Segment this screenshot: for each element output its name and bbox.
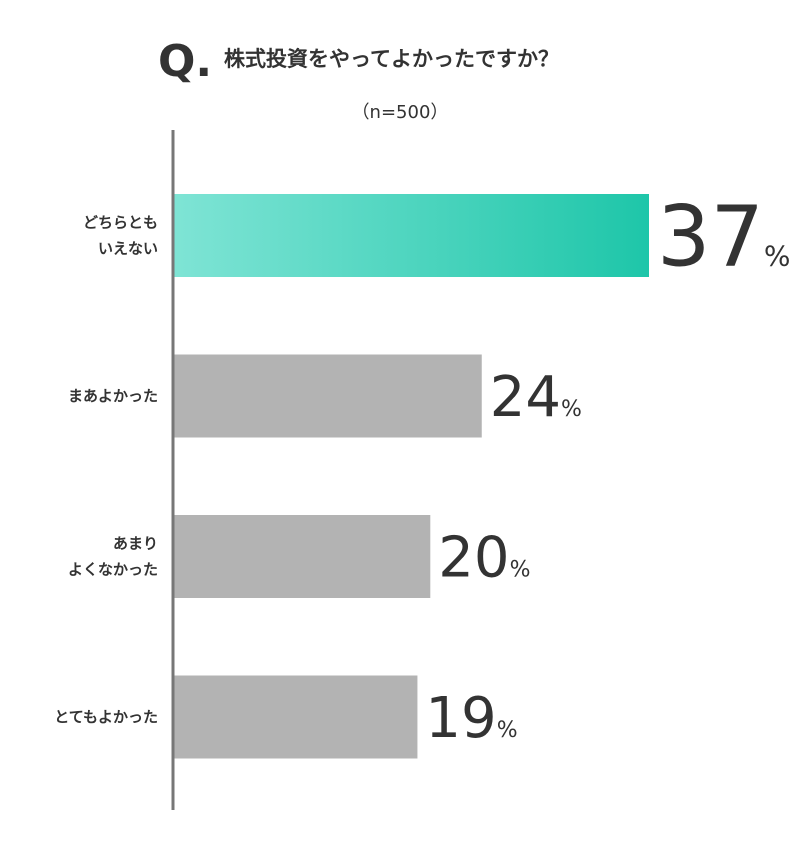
- question-mark: Q.: [158, 36, 212, 87]
- value-label: 24%: [490, 365, 582, 430]
- bar: [173, 354, 482, 438]
- bar: [173, 194, 649, 277]
- category-label: あまりよくなかった: [68, 535, 158, 579]
- category-label: まあよかった: [68, 387, 158, 405]
- bar: [173, 675, 418, 759]
- value-label: 20%: [438, 526, 530, 591]
- value-label: 37%: [657, 188, 791, 286]
- chart-subtitle: （n=500）: [352, 102, 449, 123]
- bar: [173, 515, 431, 598]
- category-label: とてもよかった: [54, 708, 158, 726]
- chart-title: 株式投資をやってよかったですか？: [224, 47, 559, 71]
- value-label: 19%: [425, 686, 517, 751]
- category-label: どちらともいえない: [83, 214, 158, 258]
